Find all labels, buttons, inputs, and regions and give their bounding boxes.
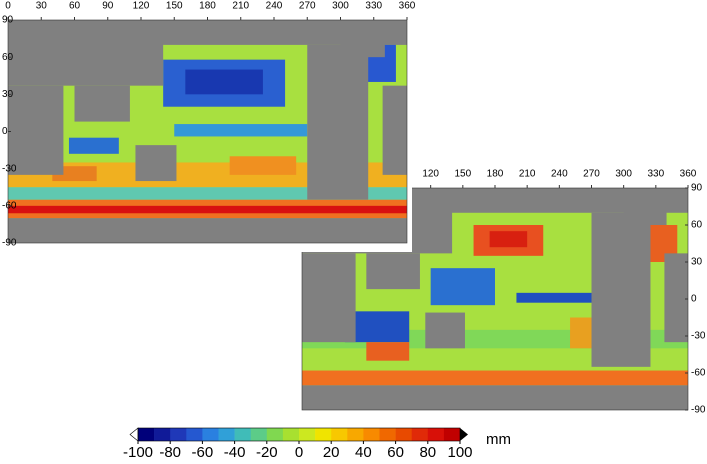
colorbar-segment	[395, 428, 412, 441]
colorbar-tick-label: -40	[224, 444, 246, 461]
y-tick-label: -30	[691, 331, 706, 342]
land	[8, 85, 64, 175]
x-tick-label: 210	[519, 169, 536, 180]
land	[8, 20, 164, 39]
land	[163, 20, 407, 45]
colorbar-tick-label: 60	[387, 444, 404, 461]
x-tick-label: 270	[299, 1, 316, 12]
land	[8, 38, 164, 86]
x-tick-label: 150	[166, 1, 183, 12]
colorbar-tick-label: -20	[256, 444, 278, 461]
x-tick-label: 150	[454, 169, 471, 180]
colorbar-segment	[379, 428, 396, 441]
x-tick-label: 210	[232, 1, 249, 12]
colorbar-segment	[282, 428, 300, 441]
land	[452, 188, 688, 213]
y-tick-label: 0	[2, 126, 8, 137]
land	[302, 385, 688, 410]
y-tick-label: 60	[691, 220, 703, 231]
ocean-field	[516, 292, 613, 303]
x-tick-label: 90	[102, 1, 114, 12]
ocean-field	[185, 69, 263, 95]
land	[366, 253, 420, 290]
colorbar-segment	[186, 428, 203, 441]
x-tick-label: 120	[133, 1, 150, 12]
x-tick-label: 300	[332, 1, 349, 12]
ocean-field	[489, 231, 528, 248]
colorbar-unit: mm	[486, 431, 511, 448]
colorbar-segment	[154, 428, 171, 441]
colorbar-tick-label: -100	[123, 444, 153, 461]
ocean-field	[174, 124, 308, 137]
ocean-field	[229, 156, 297, 175]
y-tick-label: 90	[691, 183, 703, 194]
x-tick-label: 180	[199, 1, 216, 12]
ocean-field	[68, 137, 119, 154]
x-tick-label: 360	[399, 1, 416, 12]
map-panel-1: 0 30 60 90 120 150 180 210 240 270 300 330 360906030…	[0, 0, 416, 252]
ocean-field	[430, 268, 495, 306]
colorbar-segment	[266, 428, 284, 441]
colorbar: -100 -80 -60 -40 -20 0 20 40 60 80 100 mm	[123, 427, 511, 461]
colorbar-segment	[299, 428, 316, 441]
colorbar-segment	[411, 428, 429, 441]
x-tick-label: 300	[615, 169, 632, 180]
land	[591, 212, 651, 367]
colorbar-tick-label: 100	[447, 444, 472, 461]
colorbar-segment	[202, 428, 219, 441]
y-tick-label: -60	[691, 368, 706, 379]
colorbar-tick-label: 40	[355, 444, 372, 461]
y-tick-label: -90	[691, 405, 706, 416]
colorbar-tick-label: -80	[159, 444, 181, 461]
colorbar-segment	[347, 428, 364, 441]
land	[664, 253, 688, 343]
colorbar-segment	[427, 428, 445, 441]
colorbar-tick-label: 80	[419, 444, 436, 461]
land	[302, 253, 356, 343]
x-tick-label: 120	[422, 169, 439, 180]
colorbar-segment	[315, 428, 332, 441]
x-tick-label: 180	[487, 169, 504, 180]
x-tick-label: 0	[5, 1, 11, 12]
colorbar-segment	[331, 428, 348, 441]
land	[135, 145, 177, 182]
colorbar-segment	[250, 428, 268, 441]
land	[74, 85, 130, 122]
x-tick-label: 60	[69, 1, 81, 12]
x-tick-label: 30	[36, 1, 48, 12]
colorbar-tick-label: 0	[295, 444, 303, 461]
land	[425, 312, 465, 349]
colorbar-segment	[138, 428, 155, 441]
x-tick-label: 270	[583, 169, 600, 180]
colorbar-low-arrow	[129, 427, 139, 442]
colorbar-tick-label: 20	[323, 444, 340, 461]
y-tick-label: 90	[2, 15, 14, 26]
colorbar-segment	[443, 428, 461, 441]
ocean-field	[8, 205, 407, 214]
x-tick-label: 360	[680, 169, 697, 180]
y-tick-label: 0	[691, 294, 697, 305]
colorbar-high-arrow	[460, 428, 468, 441]
x-tick-label: 240	[266, 1, 283, 12]
ocean-field	[366, 342, 410, 361]
y-tick-label: 30	[691, 257, 703, 268]
colorbar-segment	[170, 428, 187, 441]
x-tick-label: 240	[551, 169, 568, 180]
y-tick-label: 60	[2, 52, 14, 63]
y-tick-label: 30	[2, 89, 14, 100]
colorbar-segment	[234, 428, 251, 441]
colorbar-tick-label: -60	[192, 444, 214, 461]
ocean-field	[302, 370, 688, 386]
colorbar-segment	[218, 428, 235, 441]
land	[382, 85, 407, 175]
colorbar-segment	[363, 428, 380, 441]
land	[307, 44, 369, 200]
x-tick-label: 330	[647, 169, 664, 180]
land	[8, 218, 407, 243]
x-tick-label: 330	[365, 1, 382, 12]
